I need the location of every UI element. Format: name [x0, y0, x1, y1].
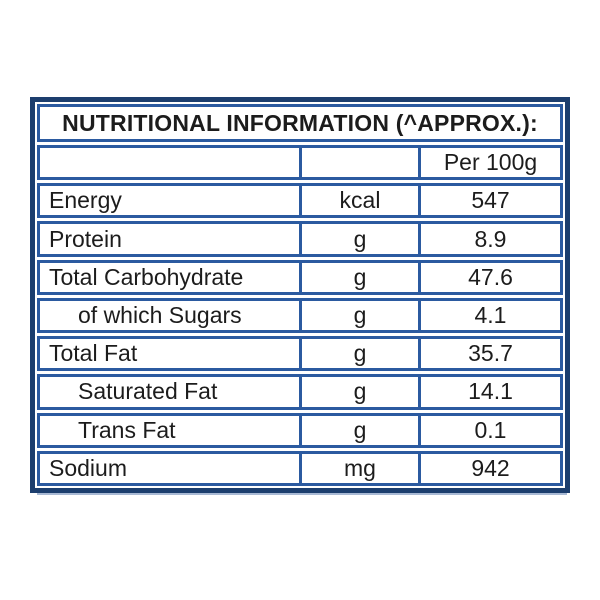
nutrient-value: 47.6 — [468, 263, 513, 290]
nutrient-label: of which Sugars — [78, 301, 242, 328]
nutrient-unit: mg — [299, 453, 421, 483]
table-header-row: Per 100g — [37, 145, 563, 181]
table-row-energy: Energy kcal 547 — [37, 183, 563, 219]
nutrient-value: 14.1 — [468, 378, 513, 405]
table-title: NUTRITIONAL INFORMATION (^APPROX.): — [62, 109, 538, 136]
nutrient-unit: kcal — [299, 186, 421, 216]
table-row-total-carbohydrate: Total Carbohydrate g 47.6 — [37, 259, 563, 295]
nutrient-value: 4.1 — [474, 301, 507, 328]
table-row-saturated-fat: Saturated Fat g 14.1 — [37, 374, 563, 410]
nutrient-unit: g — [299, 224, 421, 254]
nutrient-label: Energy — [49, 187, 122, 214]
nutrient-label: Protein — [49, 225, 122, 252]
nutrient-value: 547 — [471, 187, 510, 214]
table-row-total-fat: Total Fat g 35.7 — [37, 336, 563, 372]
nutrient-label: Total Carbohydrate — [49, 263, 244, 290]
nutrient-unit: g — [299, 339, 421, 369]
header-per-100g: Per 100g — [443, 149, 538, 176]
nutrient-value: 8.9 — [474, 225, 507, 252]
nutrient-value: 35.7 — [468, 340, 513, 367]
nutrient-unit: g — [299, 377, 421, 407]
nutrient-label: Total Fat — [49, 340, 138, 367]
header-nutrient-cell — [40, 148, 299, 177]
header-unit-cell — [299, 148, 421, 178]
table-row-of-which-sugars: of which Sugars g 4.1 — [37, 297, 563, 334]
nutrient-label: Saturated Fat — [78, 378, 218, 405]
table-row-trans-fat: Trans Fat g 0.1 — [37, 412, 563, 448]
nutrient-unit: g — [299, 262, 421, 292]
table-row-sodium: Sodium mg 942 — [37, 450, 563, 486]
nutrient-label: Sodium — [49, 454, 127, 481]
nutrient-label: Trans Fat — [78, 416, 176, 443]
nutrient-unit: g — [299, 415, 421, 445]
nutrient-value: 942 — [471, 454, 510, 481]
nutrient-unit: g — [299, 300, 421, 331]
nutrition-table: NUTRITIONAL INFORMATION (^APPROX.): Per … — [30, 97, 570, 495]
nutrient-value: 0.1 — [474, 416, 507, 443]
table-title-row: NUTRITIONAL INFORMATION (^APPROX.): — [37, 104, 563, 142]
table-row-protein: Protein g 8.9 — [37, 221, 563, 257]
